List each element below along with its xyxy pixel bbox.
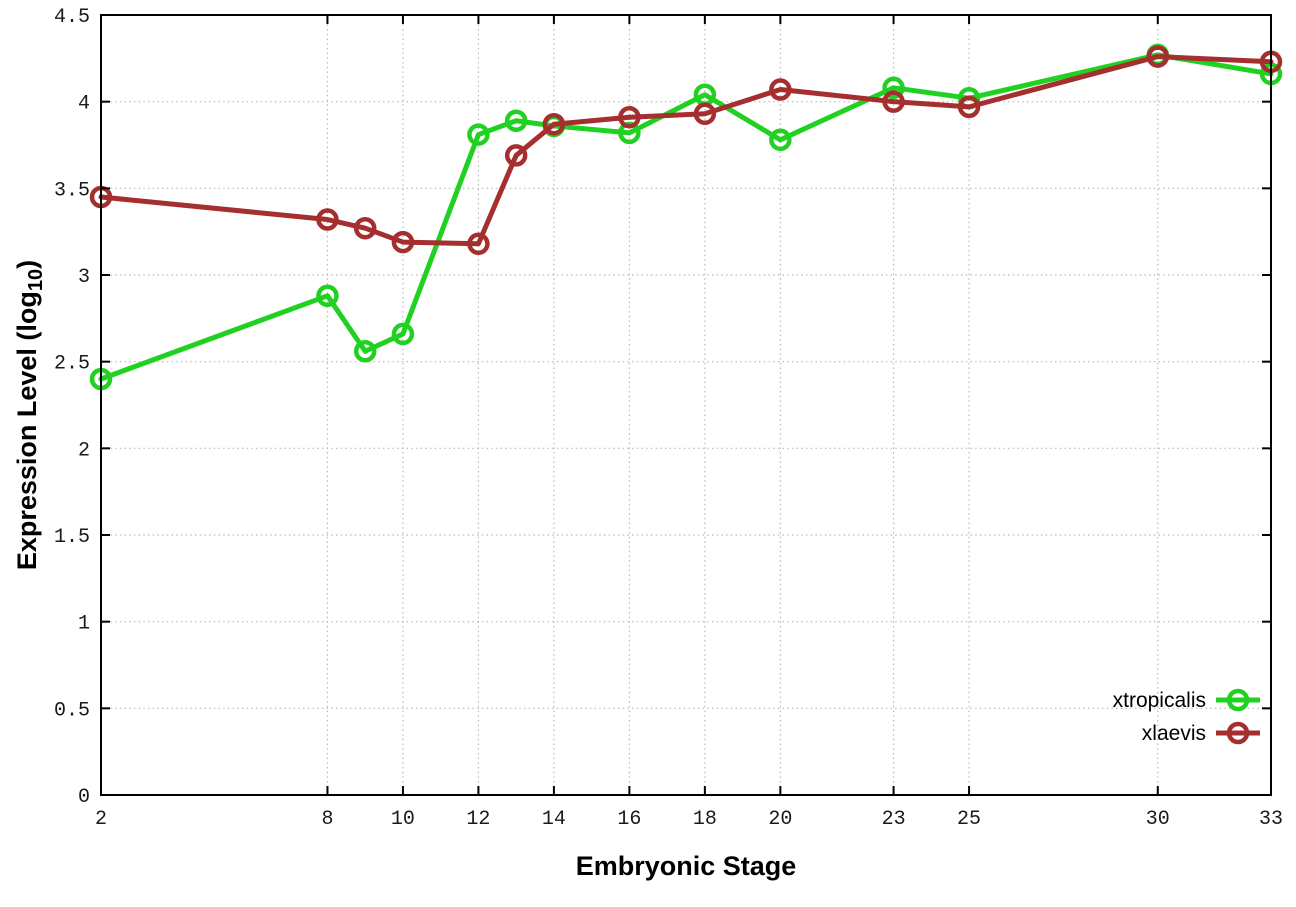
tick-layer: 0 0.5 1 1.5 2 2.5 3 3.5 4 4.5 2 8 10 12 14 16 18 20 23 25 30… [54, 6, 1283, 831]
data-point-xlaevis [391, 230, 415, 254]
data-point-xlaevis [1146, 45, 1170, 68]
data-point-xlaevis [467, 232, 490, 256]
y-tick-label: 0.5 [54, 699, 90, 722]
data-point-xlaevis [316, 208, 339, 231]
y-tick-label: 1.5 [54, 526, 90, 549]
x-tick-label: 23 [882, 808, 906, 831]
legend-sample-marker-xtropicalis [1226, 688, 1250, 712]
y-axis-title-main: Expression Level (log [12, 291, 42, 570]
y-tick-label: 1 [78, 613, 90, 636]
x-tick-label: 14 [542, 808, 566, 831]
data-point-xlaevis [769, 78, 792, 101]
series-layer [89, 43, 1283, 391]
y-tick-label: 3 [78, 266, 90, 289]
x-axis-title: Embryonic Stage [576, 851, 797, 881]
data-point-xlaevis [618, 106, 641, 129]
y-tick-label: 0 [78, 786, 90, 809]
data-point-xlaevis [542, 112, 566, 136]
y-tick-label: 4 [78, 93, 90, 116]
series-line-xlaevis [98, 54, 1274, 247]
data-point-xlaevis [957, 95, 981, 119]
data-point-xtropicalis [769, 128, 792, 152]
legend-sample-marker-xlaevis [1226, 721, 1250, 745]
y-tick-label: 3.5 [54, 179, 90, 202]
legend-label-xlaevis: xlaevis [1142, 722, 1206, 745]
y-axis-title: Expression Level (log10) [12, 260, 47, 570]
grid-layer [101, 14, 1272, 795]
y-axis-title-end: ) [12, 260, 42, 269]
y-tick-label: 2 [78, 439, 90, 462]
data-point-xtropicalis [467, 123, 490, 146]
y-tick-label: 4.5 [54, 6, 90, 29]
data-point-xtropicalis [316, 284, 339, 308]
x-tick-label: 20 [768, 808, 792, 831]
data-point-xlaevis [882, 90, 905, 113]
legend-layer: xtropicalis xlaevis [1113, 688, 1260, 745]
x-tick-label: 2 [95, 808, 107, 831]
data-point-xtropicalis [353, 340, 377, 363]
data-point-xtropicalis [618, 121, 641, 145]
plot-border [100, 14, 1272, 796]
x-tick-label: 30 [1146, 808, 1170, 831]
data-point-xlaevis [693, 102, 717, 126]
legend-label-xtropicalis: xtropicalis [1113, 689, 1206, 712]
x-tick-label: 18 [693, 808, 717, 831]
data-point-xtropicalis [504, 109, 528, 132]
x-tick-label: 10 [391, 808, 415, 831]
x-tick-label: 16 [617, 808, 641, 831]
y-axis-title-subscript: 10 [25, 269, 47, 291]
y-tick-label: 2.5 [54, 353, 90, 376]
data-point-xlaevis [504, 144, 528, 167]
x-tick-label: 33 [1259, 808, 1283, 831]
data-point-xtropicalis [391, 322, 415, 346]
data-point-xtropicalis [882, 76, 905, 100]
x-tick-label: 25 [957, 808, 981, 831]
x-tick-label: 8 [321, 808, 333, 831]
data-point-xlaevis [353, 216, 377, 240]
x-tick-label: 12 [466, 808, 490, 831]
